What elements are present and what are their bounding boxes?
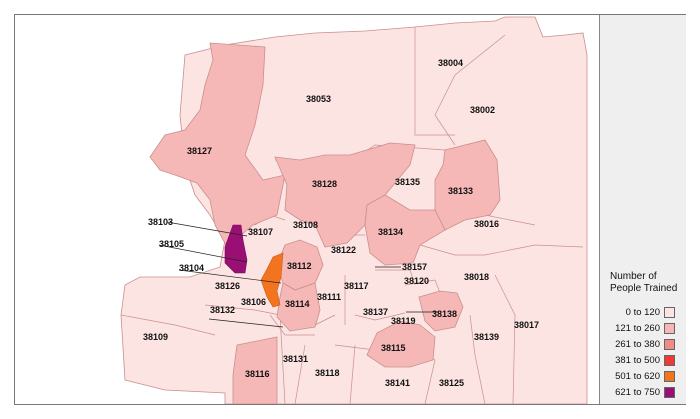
zip-label: 38125 [439,378,464,388]
zip-label: 38108 [293,220,318,230]
zip-label: 38105 [159,239,184,249]
zip-label: 38115 [381,343,406,353]
legend-item-label: 121 to 260 [615,323,660,334]
zip-label: 38017 [514,320,539,330]
zip-label: 38135 [395,177,420,187]
zip-code-map: 38004 38053 38002 38127 38128 38135 3813… [120,16,588,404]
zip-label: 38112 [287,261,312,271]
zip-label: 38131 [283,354,308,364]
zip-label: 38117 [344,281,369,291]
legend-item: 261 to 380 [600,338,686,351]
zip-label: 38119 [391,316,416,326]
legend-title: Number of People Trained [610,271,678,294]
zip-38104-region [260,252,284,308]
legend-item: 381 to 500 [600,354,686,367]
zip-label: 38004 [438,58,463,68]
zip-label: 38141 [385,378,410,388]
zip-label: 38109 [143,332,168,342]
zip-label: 38104 [179,263,204,273]
legend-item-label: 621 to 750 [615,387,660,398]
zip-label: 38114 [285,299,310,309]
legend-swatch [664,387,675,398]
legend-swatch [664,307,675,318]
zip-label: 38127 [187,146,212,156]
zip-label: 38106 [241,297,266,307]
zip-labels: 38004 38053 38002 38127 38128 38135 3813… [143,58,539,388]
zip-38115-region [366,320,436,368]
zip-label: 38122 [331,245,356,255]
map-frame: 38004 38053 38002 38127 38128 38135 3813… [14,14,686,405]
zip-label: 38118 [315,368,340,378]
legend-item-label: 261 to 380 [615,339,660,350]
zip-label: 38120 [404,276,429,286]
legend-swatch [664,355,675,366]
legend-item: 501 to 620 [600,370,686,383]
zip-38116-region [232,336,278,404]
zip-label: 38126 [215,281,240,291]
legend-item-label: 0 to 120 [625,307,660,318]
zip-label: 38138 [432,309,457,319]
zip-label: 38132 [210,305,235,315]
zip-label: 38128 [312,179,337,189]
legend: Number of People Trained 0 to 120 121 to… [599,15,686,404]
zip-label: 38134 [378,227,403,237]
zip-label: 38116 [245,369,270,379]
zip-label: 38107 [248,227,273,237]
zip-label: 38157 [402,262,427,272]
legend-item-label: 501 to 620 [615,371,660,382]
legend-swatch [664,339,675,350]
legend-item: 121 to 260 [600,322,686,335]
zip-label: 38103 [148,217,173,227]
legend-swatch [664,323,675,334]
zip-38134-region [364,194,446,266]
zip-label: 38111 [317,292,341,302]
zip-label: 38137 [363,307,388,317]
zip-label: 38002 [470,105,495,115]
legend-item: 621 to 750 [600,386,686,399]
zip-label: 38016 [474,219,499,229]
leader-lines [158,221,439,328]
zip-label: 38139 [474,332,499,342]
zip-38138-region [418,290,464,332]
zip-label: 38018 [464,272,489,282]
legend-item: 0 to 120 [600,306,686,319]
zip-38133-region [434,139,501,231]
zip-label: 38053 [306,94,331,104]
zip-label: 38133 [448,186,473,196]
legend-swatch [664,371,675,382]
zip-38127-region [149,42,286,248]
legend-item-label: 381 to 500 [615,355,660,366]
